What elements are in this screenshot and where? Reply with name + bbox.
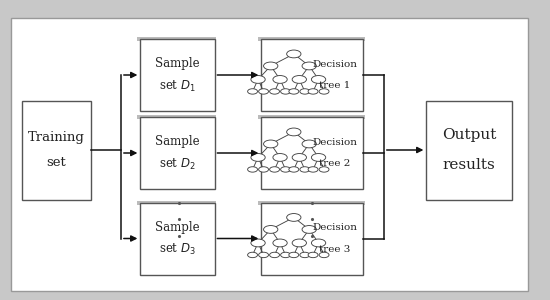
Circle shape [292,76,306,83]
Circle shape [258,89,268,94]
Circle shape [300,89,310,94]
Circle shape [263,140,278,148]
Circle shape [270,252,279,258]
Circle shape [280,167,290,172]
Bar [261,202,363,274]
Text: tree 2: tree 2 [319,159,350,168]
Circle shape [287,128,301,136]
Circle shape [302,140,316,148]
Text: Output: Output [442,128,496,142]
Circle shape [311,76,326,83]
Circle shape [270,167,279,172]
Circle shape [319,89,329,94]
Circle shape [308,252,318,258]
Circle shape [287,50,301,58]
Text: Decision: Decision [312,224,357,232]
Circle shape [248,167,257,172]
Text: Training: Training [28,131,85,145]
Bar [258,37,365,41]
Bar [261,117,363,189]
Circle shape [319,252,329,258]
Circle shape [292,154,306,161]
Circle shape [251,76,265,83]
Circle shape [273,154,287,161]
Bar [137,201,216,205]
Text: tree 1: tree 1 [319,81,350,90]
Circle shape [273,239,287,247]
Bar [137,37,216,41]
Circle shape [270,89,279,94]
Circle shape [311,154,326,161]
Text: Sample: Sample [155,135,200,148]
Bar [258,115,365,119]
Circle shape [251,154,265,161]
Circle shape [258,252,268,258]
Bar [140,202,214,274]
Bar [261,39,363,111]
Text: Sample: Sample [155,57,200,70]
Circle shape [258,167,268,172]
Circle shape [280,89,290,94]
Bar [137,115,216,119]
Circle shape [292,239,306,247]
Circle shape [319,167,329,172]
Circle shape [289,252,299,258]
Bar [22,100,91,200]
Circle shape [308,89,318,94]
Circle shape [308,167,318,172]
Bar [140,117,214,189]
Circle shape [280,252,290,258]
Circle shape [287,214,301,221]
Text: Decision: Decision [312,60,357,69]
Circle shape [311,239,326,247]
Text: set $D_3$: set $D_3$ [159,242,196,257]
Text: results: results [443,158,495,172]
Text: Decision: Decision [312,138,357,147]
Circle shape [300,252,310,258]
Bar [258,201,365,205]
Circle shape [302,226,316,233]
Circle shape [273,76,287,83]
Circle shape [248,89,257,94]
Bar [140,39,214,111]
Circle shape [300,167,310,172]
Circle shape [251,239,265,247]
Circle shape [263,226,278,233]
Circle shape [248,252,257,258]
Text: tree 3: tree 3 [319,244,350,253]
Text: Sample: Sample [155,220,200,234]
Circle shape [302,62,316,70]
Circle shape [263,62,278,70]
Circle shape [289,167,299,172]
Text: set: set [47,155,66,169]
Text: set $D_1$: set $D_1$ [159,79,196,94]
Text: set $D_2$: set $D_2$ [159,157,196,172]
Bar [426,100,512,200]
Circle shape [289,89,299,94]
